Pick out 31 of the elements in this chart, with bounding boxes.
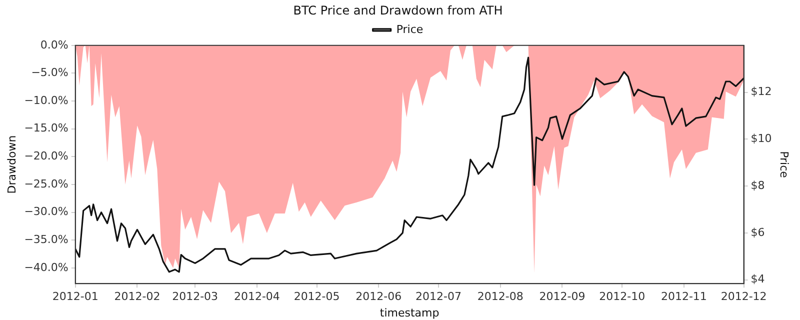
x-tick-label: 2012-11 — [660, 290, 707, 304]
y2-tick-label: $6 — [750, 226, 765, 239]
y-tick-label: −35.0% — [24, 233, 68, 246]
y2-axis-title: Price — [778, 151, 791, 178]
x-tick-label: 2012-01 — [52, 290, 98, 304]
y-axis-title: Drawdown — [5, 135, 18, 194]
legend-label: Price — [396, 22, 424, 36]
y-tick-label: −25.0% — [24, 177, 68, 190]
y-tick-label: −5.0% — [31, 66, 68, 80]
x-tick-label: 2012-08 — [477, 290, 524, 304]
y2-tick-label: $8 — [750, 178, 765, 192]
y-tick-label: −40.0% — [24, 260, 68, 274]
x-tick-label: 2012-07 — [416, 290, 462, 304]
x-tick-label: 2012-03 — [172, 290, 218, 304]
x-axis-title: timestamp — [380, 306, 440, 320]
y2-tick-label: $10 — [750, 132, 772, 146]
x-tick-label: 2012-12 — [720, 290, 767, 304]
y-tick-label: −15.0% — [24, 122, 68, 135]
y2-tick-label: $12 — [750, 85, 772, 98]
y-tick-label: 0.0% — [40, 38, 68, 52]
x-tick-label: 2012-05 — [294, 290, 340, 304]
x-tick-label: 2012-04 — [234, 290, 280, 304]
x-tick-label: 2012-06 — [356, 290, 402, 304]
y2-tick-label: $4 — [750, 272, 765, 286]
chart-title: BTC Price and Drawdown from ATH — [293, 3, 503, 18]
y-tick-label: −10.0% — [24, 94, 68, 107]
y-tick-label: −30.0% — [24, 205, 68, 218]
y-tick-label: −20.0% — [24, 150, 68, 163]
x-tick-label: 2012-02 — [114, 290, 160, 304]
x-tick-label: 2012-10 — [599, 290, 646, 304]
x-tick-label: 2012-09 — [539, 290, 586, 304]
